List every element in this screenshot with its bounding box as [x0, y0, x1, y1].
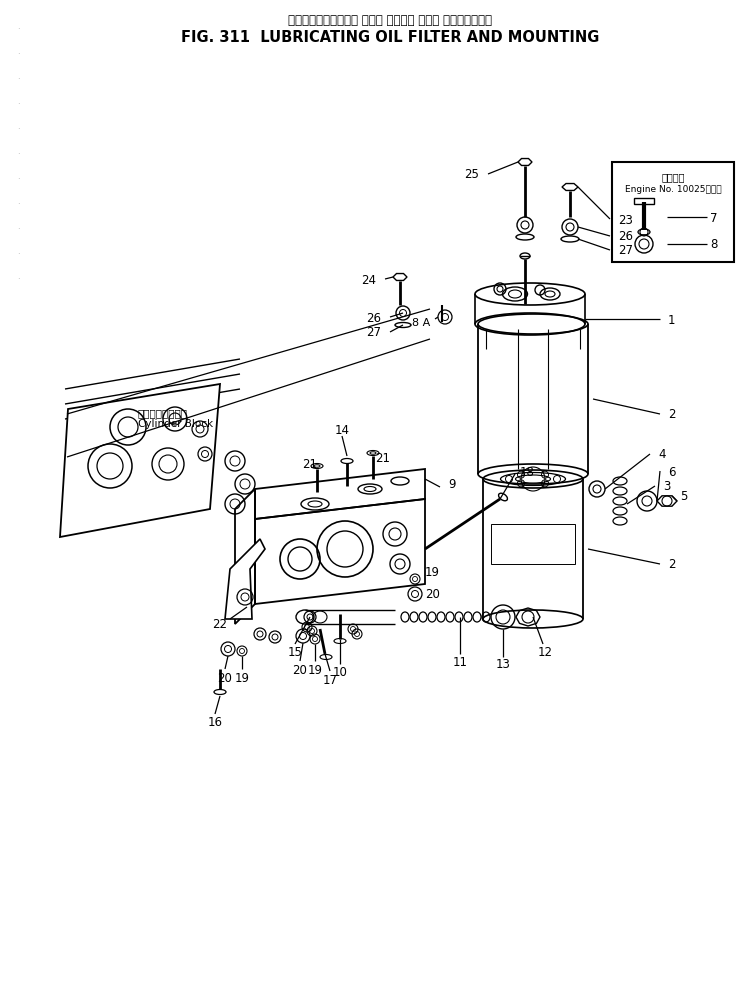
Text: 13: 13: [496, 658, 511, 671]
Text: 7: 7: [710, 212, 718, 225]
Text: 24: 24: [361, 273, 376, 286]
Text: ·: ·: [17, 175, 19, 184]
Text: ·: ·: [17, 150, 19, 159]
Text: ·: ·: [17, 125, 19, 134]
Text: 8: 8: [710, 239, 717, 251]
Polygon shape: [225, 540, 265, 619]
Text: ·: ·: [17, 250, 19, 259]
Text: 適用番号: 適用番号: [662, 172, 685, 182]
Text: シリンダブロック: シリンダブロック: [138, 408, 188, 417]
Text: 2: 2: [668, 409, 676, 421]
Text: ·: ·: [17, 76, 19, 84]
Text: 25: 25: [464, 168, 479, 181]
Text: 3: 3: [663, 480, 670, 493]
Text: 27: 27: [366, 326, 381, 339]
Text: 9: 9: [448, 477, 456, 490]
Text: 16: 16: [207, 716, 223, 729]
Text: 15: 15: [288, 645, 303, 658]
Text: 6: 6: [668, 465, 676, 478]
Text: ·: ·: [17, 100, 19, 109]
Text: ·: ·: [17, 26, 19, 35]
Text: 21: 21: [375, 451, 391, 464]
Text: ルーブリケーティング オイル フィルタ および マウンティング: ルーブリケーティング オイル フィルタ および マウンティング: [288, 14, 492, 27]
Text: 20: 20: [292, 663, 307, 676]
Text: 22: 22: [212, 618, 227, 631]
Bar: [634, 199, 654, 205]
Text: 21: 21: [303, 458, 317, 471]
Text: 11: 11: [452, 655, 468, 668]
Text: 19: 19: [308, 663, 323, 676]
Text: 1: 1: [668, 313, 676, 326]
Text: 10: 10: [332, 665, 348, 678]
Text: 26: 26: [366, 311, 381, 324]
Text: 20: 20: [218, 671, 232, 684]
Text: Cylinder Block: Cylinder Block: [138, 418, 213, 428]
Text: ·: ·: [17, 226, 19, 235]
Text: 23: 23: [618, 214, 633, 227]
Polygon shape: [60, 385, 220, 538]
Text: 4: 4: [658, 448, 665, 461]
Text: 20: 20: [425, 587, 440, 601]
Text: 26: 26: [618, 231, 633, 244]
Text: ·: ·: [17, 275, 19, 284]
Text: Engine No. 10025～・・: Engine No. 10025～・・: [625, 184, 722, 193]
Text: 2: 2: [668, 558, 676, 571]
Bar: [612, 163, 734, 262]
Text: 18: 18: [520, 465, 535, 478]
Text: ·: ·: [17, 51, 19, 60]
Text: 14: 14: [334, 423, 349, 436]
Text: 27: 27: [618, 245, 633, 257]
Bar: [491, 525, 575, 565]
Text: 19: 19: [235, 671, 249, 684]
Text: 12: 12: [537, 645, 553, 658]
Text: 17: 17: [323, 673, 337, 686]
Text: 8 A: 8 A: [411, 318, 430, 328]
Text: FIG. 311  LUBRICATING OIL FILTER AND MOUNTING: FIG. 311 LUBRICATING OIL FILTER AND MOUN…: [181, 31, 599, 46]
Text: ·: ·: [17, 201, 19, 210]
Text: 5: 5: [680, 490, 687, 503]
Text: 19: 19: [425, 565, 440, 578]
